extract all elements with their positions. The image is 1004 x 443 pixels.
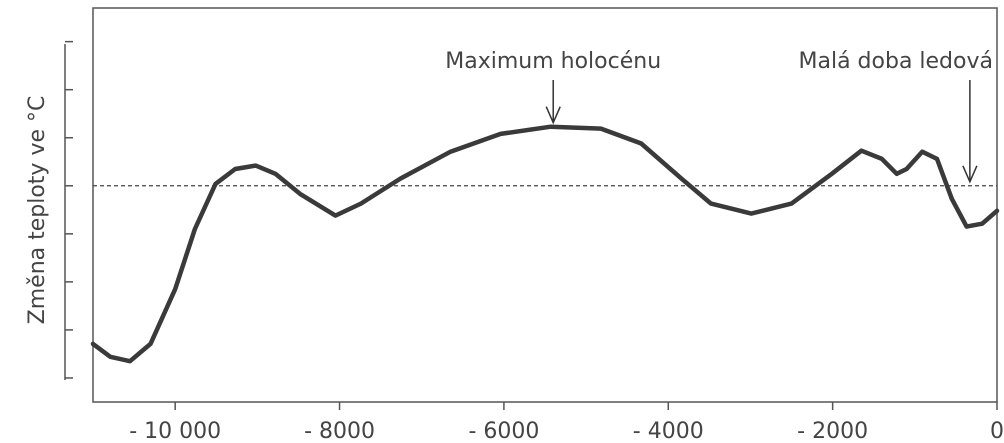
annotation-text: Malá doba ledová: [799, 49, 994, 74]
y-axis-label: Změna teploty ve °C: [25, 96, 50, 325]
annotation-arrowhead: [545, 106, 561, 125]
x-tick-label: - 2000: [797, 419, 868, 443]
annotation-arrowhead: [962, 165, 978, 184]
x-tick-label: - 8000: [304, 419, 375, 443]
x-tick-label: - 10 000: [129, 419, 221, 443]
plot-frame: [92, 7, 998, 403]
annotation-text: Maximum holocénu: [445, 49, 661, 74]
x-tick-label: 0: [990, 419, 1004, 443]
temperature-line: [90, 124, 1000, 364]
x-tick-label: - 4000: [633, 419, 704, 443]
x-tick-label: - 6000: [468, 419, 539, 443]
